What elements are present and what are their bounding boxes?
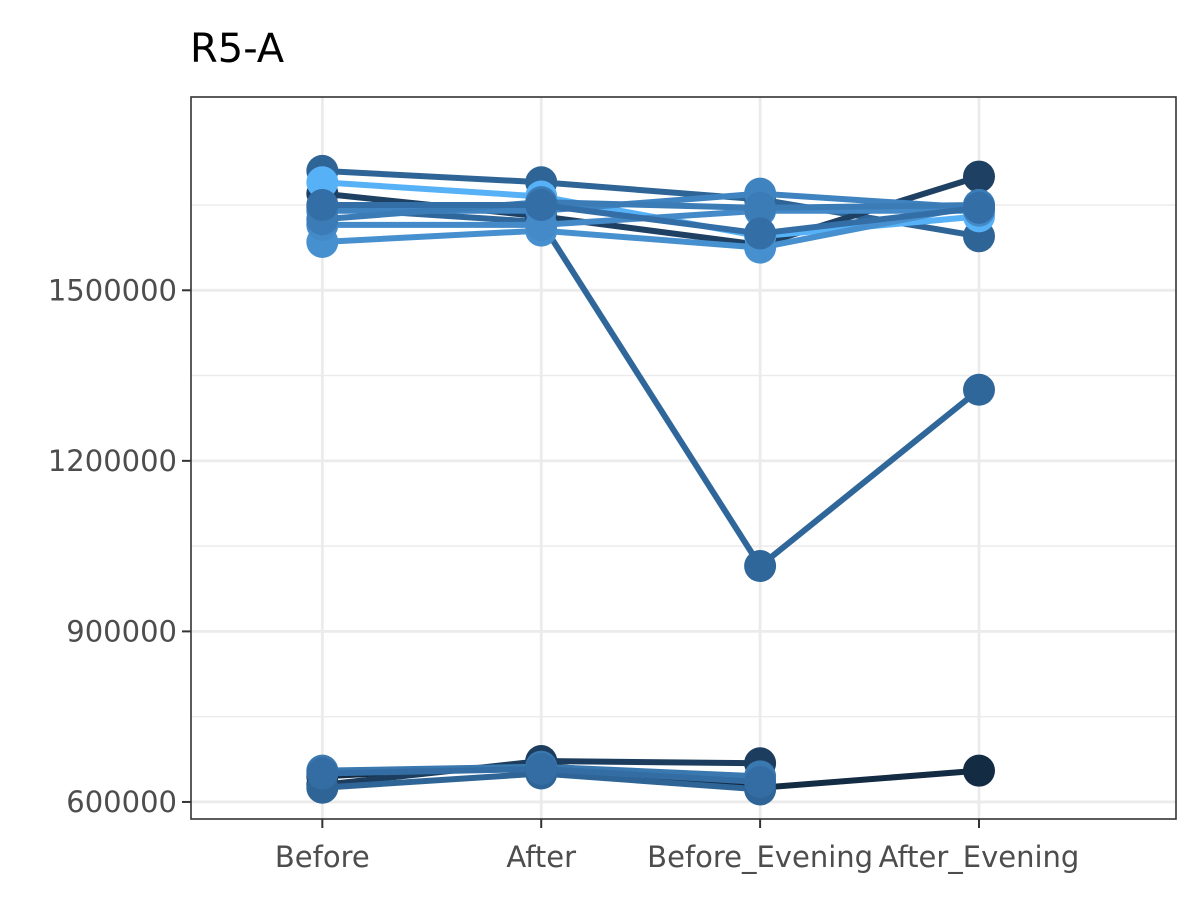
y-tick-label: 1200000 xyxy=(48,444,177,478)
series-line xyxy=(322,204,981,570)
series xyxy=(306,752,777,799)
series-line xyxy=(322,202,980,237)
data-point xyxy=(744,550,777,583)
y-tick-label: 900000 xyxy=(66,614,177,648)
data-point xyxy=(744,191,777,224)
y-tick-label: 1500000 xyxy=(48,273,177,307)
x-axis: Before After Before_Evening After_Evening xyxy=(275,819,1079,874)
data-point xyxy=(306,166,339,199)
data-point xyxy=(306,757,339,790)
data-point xyxy=(525,752,558,785)
data-point xyxy=(963,373,995,406)
series-line xyxy=(322,202,980,251)
x-tick-label: Before_Evening xyxy=(647,840,873,874)
plot-border xyxy=(190,96,1177,820)
data-point xyxy=(963,754,995,787)
data-point xyxy=(744,766,777,799)
data-point xyxy=(525,189,558,222)
data-point xyxy=(744,217,777,250)
x-tick-label: After_Evening xyxy=(879,840,1080,874)
chart-title: R5-A xyxy=(190,26,285,72)
y-tick-label: 600000 xyxy=(66,785,177,819)
data-point xyxy=(963,191,995,224)
series xyxy=(306,189,995,250)
data-point xyxy=(963,160,995,193)
series-line xyxy=(322,199,980,223)
x-tick-label: After xyxy=(506,840,576,874)
series-layer xyxy=(306,154,995,806)
data-point xyxy=(306,189,339,222)
x-tick-label: Before xyxy=(275,840,370,874)
y-axis: 600000 900000 1200000 1500000 xyxy=(48,273,191,819)
